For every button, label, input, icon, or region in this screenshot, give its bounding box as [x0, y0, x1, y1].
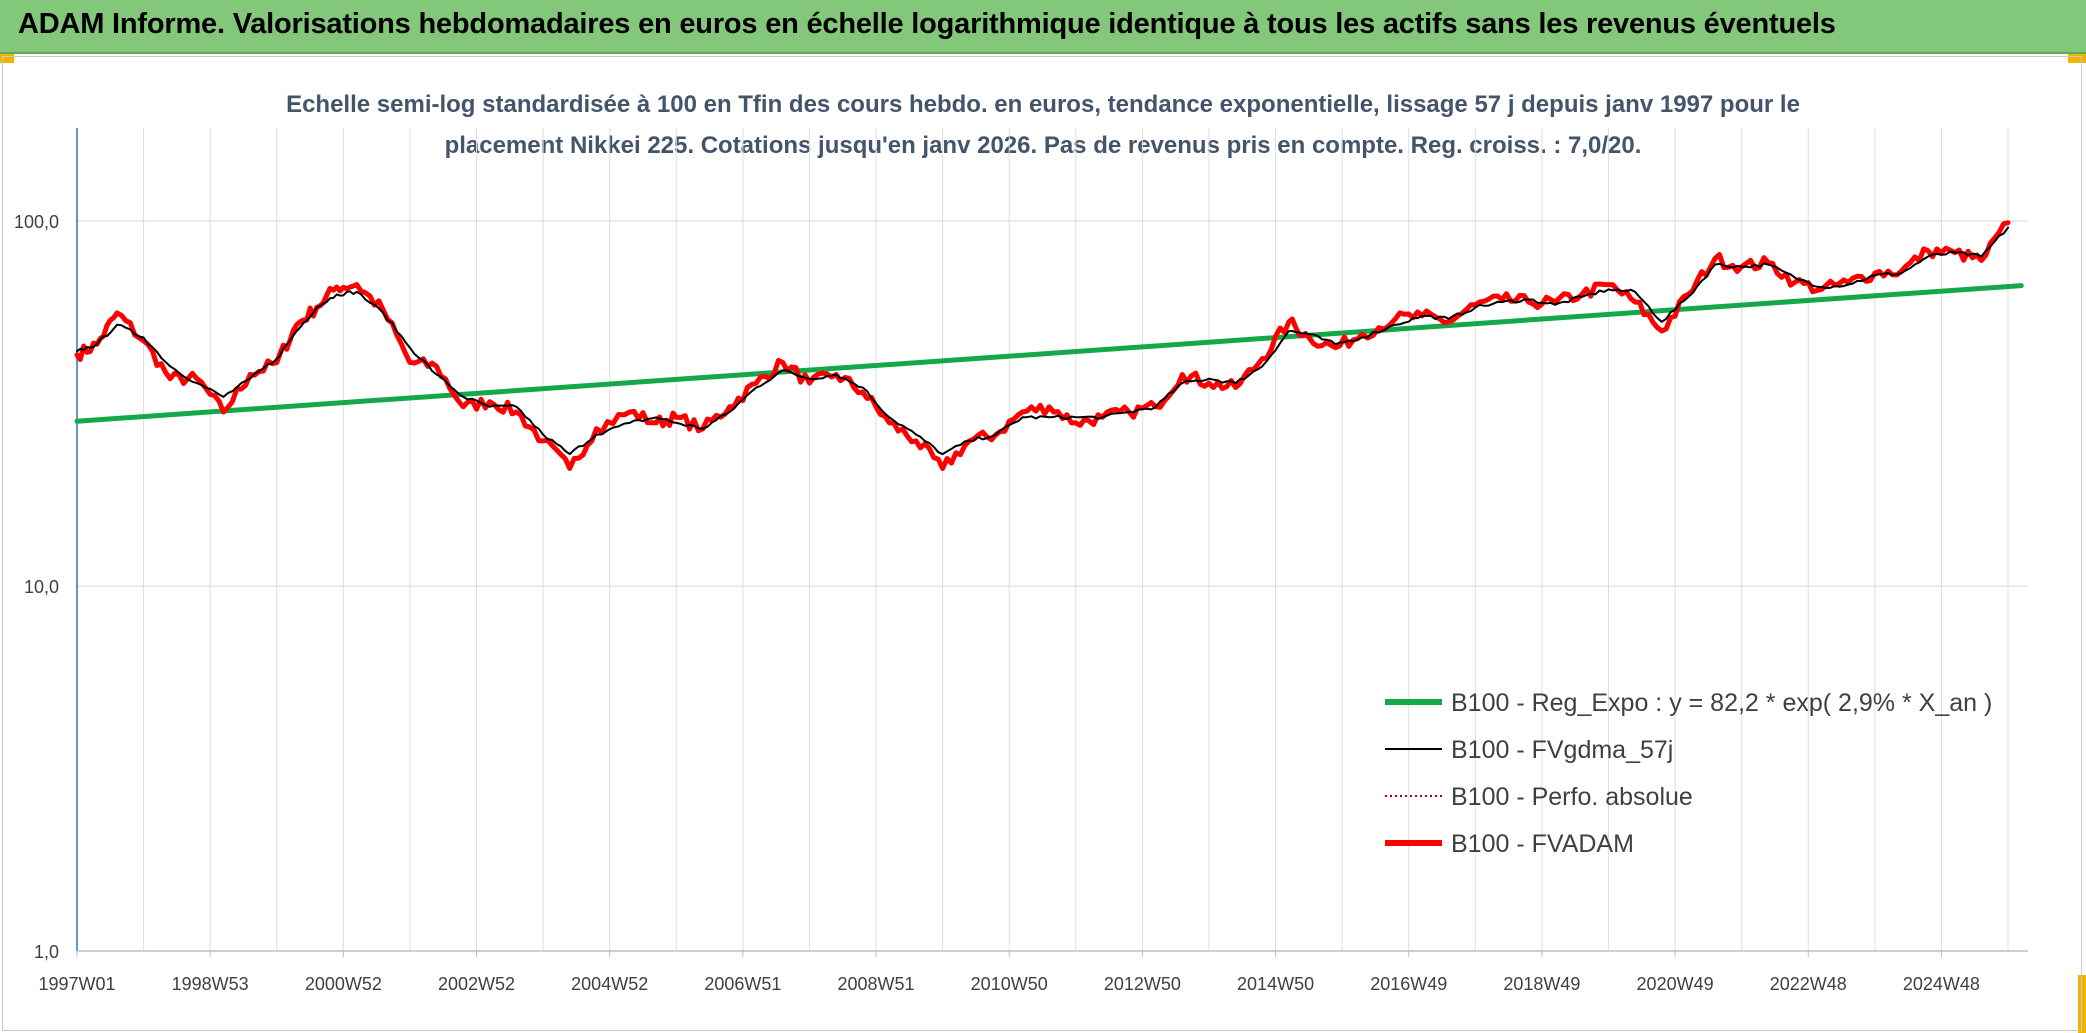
- x-tick-label: 1998W53: [172, 974, 249, 994]
- banner: ADAM Informe. Valorisations hebdomadaire…: [0, 0, 2086, 54]
- series-line-3: [74, 220, 2011, 471]
- legend: B100 - Reg_Expo : y = 82,2 * exp( 2,9% *…: [1385, 689, 1992, 858]
- series-line-0: [74, 283, 2024, 424]
- chart-title-line-2: placement Nikkei 225. Cotations jusqu'en…: [445, 132, 1642, 159]
- y-tick-label: 1,0: [34, 942, 59, 962]
- y-axis-tick-labels: 1,0 10,0 100,0: [14, 212, 59, 962]
- legend-label: B100 - Reg_Expo : y = 82,2 * exp( 2,9% *…: [1451, 689, 1992, 717]
- plot-area: [74, 220, 2024, 471]
- x-axis-tick-labels: 1997W01 1998W53 2000W52 2002W52 2004W52 2006W…: [38, 974, 1979, 994]
- x-tick-label: 2010W50: [971, 974, 1048, 994]
- x-tick-label: 2022W48: [1770, 974, 1847, 994]
- legend-label: B100 - Perfo. absolue: [1451, 783, 1693, 811]
- x-tick-label: 2016W49: [1370, 974, 1447, 994]
- chart-frame: [2, 56, 2082, 1031]
- x-tick-label: 2018W49: [1503, 974, 1580, 994]
- x-tick-label: 2012W50: [1104, 974, 1181, 994]
- y-tick-label: 100,0: [14, 212, 59, 232]
- banner-title: ADAM Informe. Valorisations hebdomadaire…: [18, 8, 1836, 40]
- corner-marker-bottom-right: [2078, 975, 2086, 1033]
- x-tick-label: 2008W51: [838, 974, 915, 994]
- y-tick-label: 10,0: [24, 577, 59, 597]
- chart-title-line-1: Echelle semi-log standardisée à 100 en T…: [286, 91, 1800, 118]
- corner-marker-top-right: [2068, 54, 2086, 63]
- corner-marker-top-left: [0, 54, 14, 63]
- x-tick-label: 2024W48: [1903, 974, 1980, 994]
- x-tick-label: 1997W01: [38, 974, 115, 994]
- x-tick-label: 2020W49: [1637, 974, 1714, 994]
- legend-label: B100 - FVgdma_57j: [1451, 736, 1673, 764]
- x-tick-label: 2000W52: [305, 974, 382, 994]
- x-tick-label: 2006W51: [704, 974, 781, 994]
- gridlines: [77, 128, 2028, 951]
- legend-label: B100 - FVADAM: [1451, 830, 1634, 858]
- series-line-1: [76, 226, 2009, 456]
- axes: [76, 128, 2028, 957]
- x-tick-label: 2004W52: [571, 974, 648, 994]
- x-tick-label: 2014W50: [1237, 974, 1314, 994]
- x-tick-label: 2002W52: [438, 974, 515, 994]
